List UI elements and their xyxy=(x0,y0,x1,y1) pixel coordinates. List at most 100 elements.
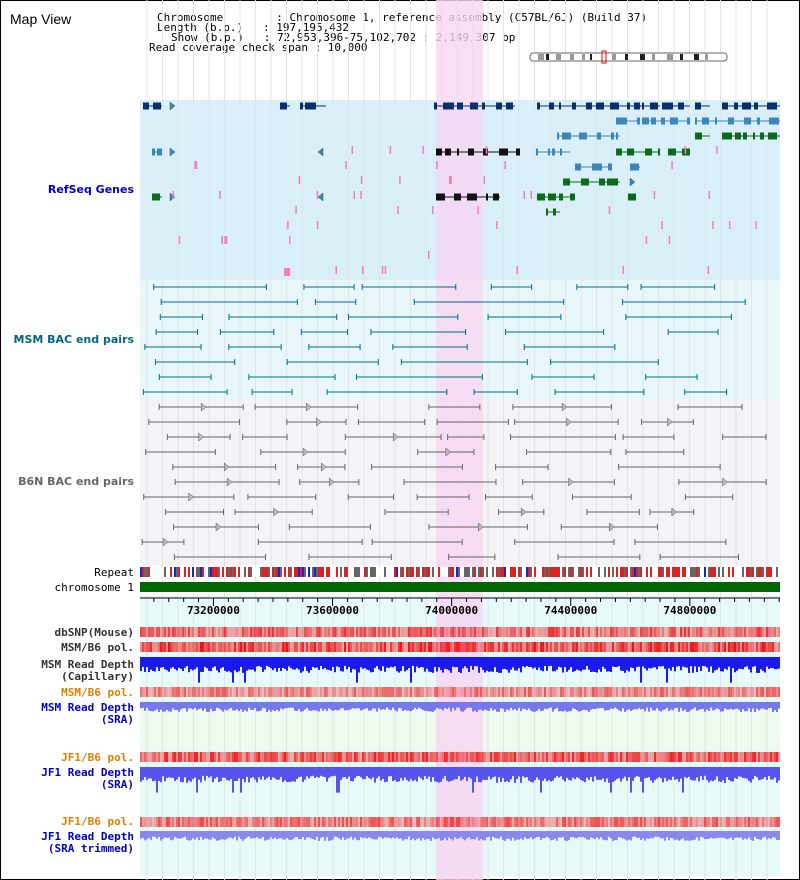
polymorphism-cell xyxy=(534,627,536,637)
repeat-block xyxy=(150,567,152,577)
polymorphism-cell xyxy=(396,752,398,762)
polymorphism-cell xyxy=(660,642,662,652)
axis-tick-label: 74800000 xyxy=(663,604,716,617)
repeat-block xyxy=(164,567,166,577)
read-depth-bar xyxy=(772,767,774,780)
read-depth-bar xyxy=(408,831,410,837)
polymorphism-cell xyxy=(268,752,270,762)
polymorphism-cell xyxy=(772,687,774,697)
read-depth-bar xyxy=(674,702,676,709)
read-depth-bar xyxy=(728,657,730,667)
repeat-block xyxy=(396,567,398,577)
read-depth-bar xyxy=(758,767,760,781)
read-depth-bar xyxy=(330,831,332,841)
polymorphism-cell xyxy=(458,627,460,637)
polymorphism-cell xyxy=(604,817,606,827)
polymorphism-cell xyxy=(636,752,638,762)
read-depth-bar xyxy=(342,702,344,709)
repeat-block xyxy=(168,567,170,577)
polymorphism-cell xyxy=(654,817,656,827)
read-depth-bar xyxy=(338,831,340,839)
polymorphism-cell xyxy=(532,817,534,827)
repeat-block xyxy=(296,567,298,577)
read-depth-bar xyxy=(160,767,162,783)
polymorphism-cell xyxy=(432,817,434,827)
polymorphism-cell xyxy=(154,627,156,637)
polymorphism-cell xyxy=(770,752,772,762)
read-depth-bar xyxy=(592,702,594,709)
polymorphism-cell xyxy=(608,817,610,827)
polymorphism-cell xyxy=(566,687,568,697)
polymorphism-cell xyxy=(584,752,586,762)
polymorphism-cell xyxy=(500,627,502,637)
polymorphism-cell xyxy=(316,752,318,762)
polymorphism-cell xyxy=(604,627,606,637)
read-depth-bar xyxy=(356,657,358,683)
polymorphism-cell xyxy=(150,752,152,762)
read-depth-bar xyxy=(498,831,500,839)
repeat-block xyxy=(544,567,546,577)
polymorphism-cell xyxy=(636,817,638,827)
repeat-block xyxy=(174,567,176,577)
read-depth-bar xyxy=(518,702,520,708)
polymorphism-cell xyxy=(166,752,168,762)
read-depth-bar xyxy=(554,657,556,672)
read-depth-bar xyxy=(690,767,692,780)
read-depth-bar xyxy=(520,831,522,839)
polymorphism-cell xyxy=(208,752,210,762)
polymorphism-cell xyxy=(764,627,766,637)
read-depth-bar xyxy=(188,657,190,673)
polymorphism-cell xyxy=(258,642,260,652)
read-depth-bar xyxy=(206,702,208,712)
read-depth-bar xyxy=(460,767,462,781)
polymorphism-cell xyxy=(582,752,584,762)
track-label-refseq[interactable]: RefSeq Genes xyxy=(47,183,134,196)
read-depth-bar xyxy=(624,702,626,712)
read-depth-bar xyxy=(208,702,210,712)
read-depth-bar xyxy=(412,657,414,666)
polymorphism-cell xyxy=(262,752,264,762)
polymorphism-cell xyxy=(166,642,168,652)
polymorphism-cell xyxy=(240,687,242,697)
polymorphism-cell xyxy=(228,642,230,652)
polymorphism-cell xyxy=(412,642,414,652)
read-depth-bar xyxy=(352,702,354,709)
polymorphism-cell xyxy=(358,642,360,652)
read-depth-bar xyxy=(484,702,486,710)
polymorphism-cell xyxy=(644,687,646,697)
polymorphism-cell xyxy=(540,817,542,827)
polymorphism-cell xyxy=(264,627,266,637)
chromosome-ideogram[interactable] xyxy=(529,50,728,64)
polymorphism-cell xyxy=(628,642,630,652)
polymorphism-cell xyxy=(298,642,300,652)
repeat-block xyxy=(526,567,528,577)
polymorphism-cell xyxy=(544,642,546,652)
polymorphism-cell xyxy=(584,687,586,697)
polymorphism-cell xyxy=(292,752,294,762)
polymorphism-cell xyxy=(270,642,272,652)
polymorphism-cell xyxy=(186,687,188,697)
repeat-block xyxy=(218,567,220,577)
polymorphism-cell xyxy=(450,687,452,697)
read-depth-bar xyxy=(670,657,672,671)
polymorphism-cell xyxy=(696,627,698,637)
read-depth-bar xyxy=(760,657,762,670)
track-label-msm-bac[interactable]: MSM BAC end pairs xyxy=(13,333,134,346)
read-depth-bar xyxy=(306,657,308,672)
polymorphism-cell xyxy=(462,627,464,637)
polymorphism-cell xyxy=(638,817,640,827)
read-depth-bar xyxy=(482,657,484,670)
read-depth-bar xyxy=(430,767,432,782)
polymorphism-cell xyxy=(558,752,560,762)
strand-arrow-icon xyxy=(477,522,484,532)
read-depth-bar xyxy=(290,657,292,669)
track-label-b6n-bac[interactable]: B6N BAC end pairs xyxy=(18,475,134,488)
polymorphism-cell xyxy=(194,752,196,762)
polymorphism-cell xyxy=(172,817,174,827)
read-depth-bar xyxy=(232,831,234,839)
polymorphism-cell xyxy=(204,627,206,637)
read-depth-bar xyxy=(666,831,668,837)
polymorphism-cell xyxy=(344,817,346,827)
polymorphism-cell xyxy=(760,752,762,762)
read-depth-bar xyxy=(494,702,496,710)
